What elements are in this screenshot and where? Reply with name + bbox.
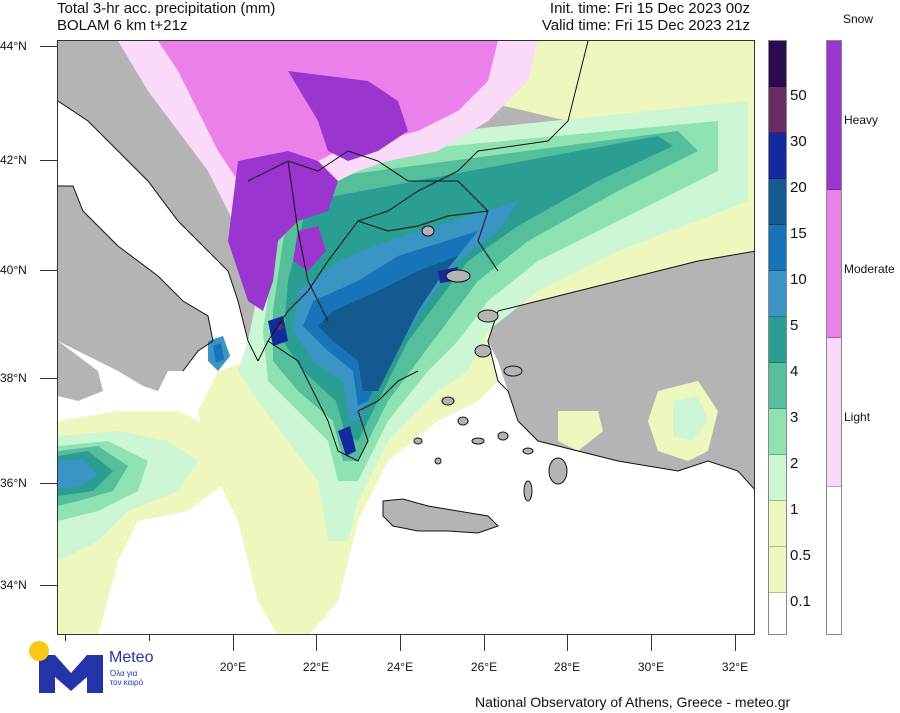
title-line-2: BOLAM 6 km t+21z [57,17,188,34]
valid-time: Valid time: Fri 15 Dec 2023 21z [541,17,750,34]
tick-mark [233,635,234,651]
lon-tick-32: 32°E [721,660,749,674]
chart-title: Total 3-hr acc. precipitation (mm) BOLAM… [57,0,275,34]
logo-name: Meteo [109,649,154,666]
lat-tick-44: 44°N [0,39,27,53]
tick-mark [40,378,57,379]
logo-tagline-1: Όλα για [110,669,138,678]
cb-label: 30 [790,133,807,150]
tick-mark [40,483,57,484]
snow-seg-none [827,487,841,634]
tick-mark [567,635,568,651]
cb-label: 5 [790,317,799,334]
cb-label: 50 [790,87,807,104]
tick-mark [40,46,57,47]
precip-colorbar [768,40,787,635]
tick-mark [316,635,317,651]
cb-label: 20 [790,179,807,196]
cb-label: 10 [790,271,807,288]
lon-tick-20: 20°E [219,660,247,674]
footer-credit: National Observatory of Athens, Greece -… [475,694,791,710]
colorbar-seg [769,409,786,455]
lat-tick-36: 36°N [0,476,27,490]
tick-mark [149,635,150,641]
cb-label: 0.5 [790,547,811,564]
lat-tick-40: 40°N [0,263,27,277]
tick-mark [40,585,57,586]
snow-heavy [228,71,408,311]
tick-mark [40,270,57,271]
tick-mark [65,635,66,641]
logo-m-icon [39,655,103,693]
cb-label: 15 [790,225,807,242]
snow-legend-title: Snow [843,12,874,26]
logo-tagline: Όλα για τον καιρό [110,669,143,687]
init-time: Init. time: Fri 15 Dec 2023 00z [549,0,750,17]
snow-label-light: Light [844,410,871,424]
logo-tagline-2: τον καιρό [110,678,144,687]
logo-sun-icon [29,641,49,661]
tick-mark [400,635,401,651]
lat-tick-34: 34°N [0,578,27,592]
lon-tick-22: 22°E [302,660,330,674]
colorbar-seg [769,271,786,317]
cb-label: 1 [790,501,799,518]
islands [413,225,568,502]
lon-tick-24: 24°E [386,660,414,674]
precipitation-map[interactable] [57,40,755,635]
snow-seg-light [827,338,841,487]
meteo-logo[interactable]: Meteo Όλα για τον καιρό [27,641,177,693]
tick-mark [484,635,485,651]
cb-label: 4 [790,363,799,380]
cb-label: 3 [790,409,799,426]
lat-tick-42: 42°N [0,153,27,167]
lon-tick-28: 28°E [553,660,581,674]
title-line-1: Total 3-hr acc. precipitation (mm) [57,0,276,17]
colorbar-seg [769,593,786,634]
snow-colorbar [826,40,842,635]
snow-label-heavy: Heavy [844,113,879,127]
colorbar-seg [769,41,786,87]
run-times: Init. time: Fri 15 Dec 2023 00z Valid ti… [542,0,750,34]
colorbar-seg [769,225,786,271]
snow-label-moderate: Moderate [844,262,895,276]
colorbar-seg [769,133,786,179]
borders [58,41,754,534]
tick-mark [40,160,57,161]
map-canvas [58,41,754,634]
snow-seg-heavy [827,41,841,190]
precip-15-20 [318,256,458,391]
colorbar-seg [769,547,786,593]
lat-tick-38: 38°N [0,371,27,385]
tick-mark [735,635,736,651]
colorbar-seg [769,455,786,501]
lon-tick-26: 26°E [470,660,498,674]
colorbar-seg [769,363,786,409]
colorbar-seg [769,179,786,225]
tick-mark [651,635,652,651]
snow-seg-moderate [827,190,841,338]
lon-tick-30: 30°E [637,660,665,674]
colorbar-seg [769,317,786,363]
cb-label: 0.1 [790,593,811,610]
cb-label: 2 [790,455,799,472]
colorbar-seg [769,87,786,133]
colorbar-seg [769,501,786,547]
